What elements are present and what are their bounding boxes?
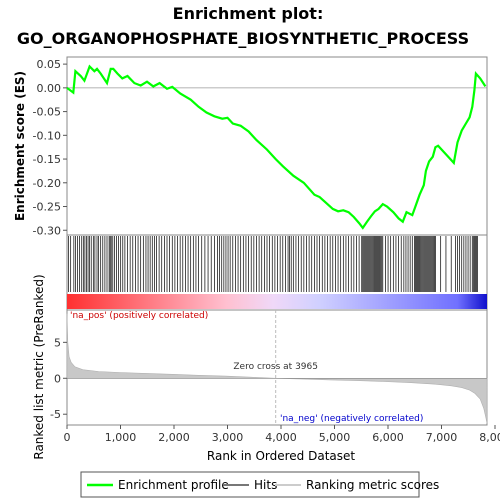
ranking-metric-area <box>66 313 488 424</box>
es-panel <box>66 56 488 236</box>
x-tick-label: 3,000 <box>212 431 244 444</box>
x-tick-label: 4,000 <box>265 431 297 444</box>
chart-title: Enrichment plot: <box>173 4 324 23</box>
x-tick-label: 8,000 <box>479 431 500 444</box>
es-tick-label: -0.20 <box>33 177 61 190</box>
rank-color-bar <box>67 294 487 309</box>
enrichment-profile-line <box>66 64 487 230</box>
es-tick-label: 0.00 <box>37 82 62 95</box>
es-tick-label: -0.25 <box>33 201 61 214</box>
chart-subtitle: GO_ORGANOPHOSPHATE_BIOSYNTHETIC_PROCESS <box>17 29 469 48</box>
x-tick-label: 6,000 <box>372 431 404 444</box>
metric-tick-label: 5 <box>54 336 61 349</box>
es-tick-label: 0.05 <box>37 58 62 71</box>
x-tick-label: 5,000 <box>319 431 351 444</box>
hits-marks <box>68 236 478 292</box>
legend: Enrichment profile Hits Ranking metric sco… <box>87 478 439 492</box>
metric-axis-label: Ranked list metric (PreRanked) <box>32 274 46 459</box>
legend-label: Enrichment profile <box>118 478 229 492</box>
metric-panel <box>66 309 488 426</box>
metric-tick-label: -5 <box>50 408 61 421</box>
es-tick-label: -0.15 <box>33 153 61 166</box>
neg-correlated-label: 'na_neg' (negatively correlated) <box>280 414 423 424</box>
x-tick-label: 0 <box>64 431 71 444</box>
x-tick-label: 2,000 <box>158 431 190 444</box>
es-tick-label: -0.10 <box>33 129 61 142</box>
metric-axis-ticks: 5 0 -5 <box>50 336 487 421</box>
x-tick-label: 1,000 <box>105 431 137 444</box>
legend-label: Hits <box>254 478 277 492</box>
es-axis-ticks: 0.05 0.00 -0.05 -0.10 -0.15 -0.20 -0.25 -0.30 <box>33 58 67 237</box>
pos-correlated-label: 'na_pos' (positively correlated) <box>70 311 208 321</box>
metric-tick-label: 0 <box>54 372 61 385</box>
zero-cross-label: Zero cross at 3965 <box>233 362 318 372</box>
legend-label: Ranking metric scores <box>306 478 439 492</box>
es-tick-label: -0.05 <box>33 106 61 119</box>
x-tick-label: 7,000 <box>426 431 458 444</box>
es-tick-label: -0.30 <box>33 224 61 237</box>
x-axis-ticks: 0 1,000 2,000 3,000 4,000 5,000 6,000 7,000 8,00… <box>64 425 500 444</box>
legend-box <box>80 471 420 498</box>
x-axis-label: Rank in Ordered Dataset <box>207 449 355 463</box>
es-axis-label: Enrichment score (ES) <box>13 71 27 221</box>
